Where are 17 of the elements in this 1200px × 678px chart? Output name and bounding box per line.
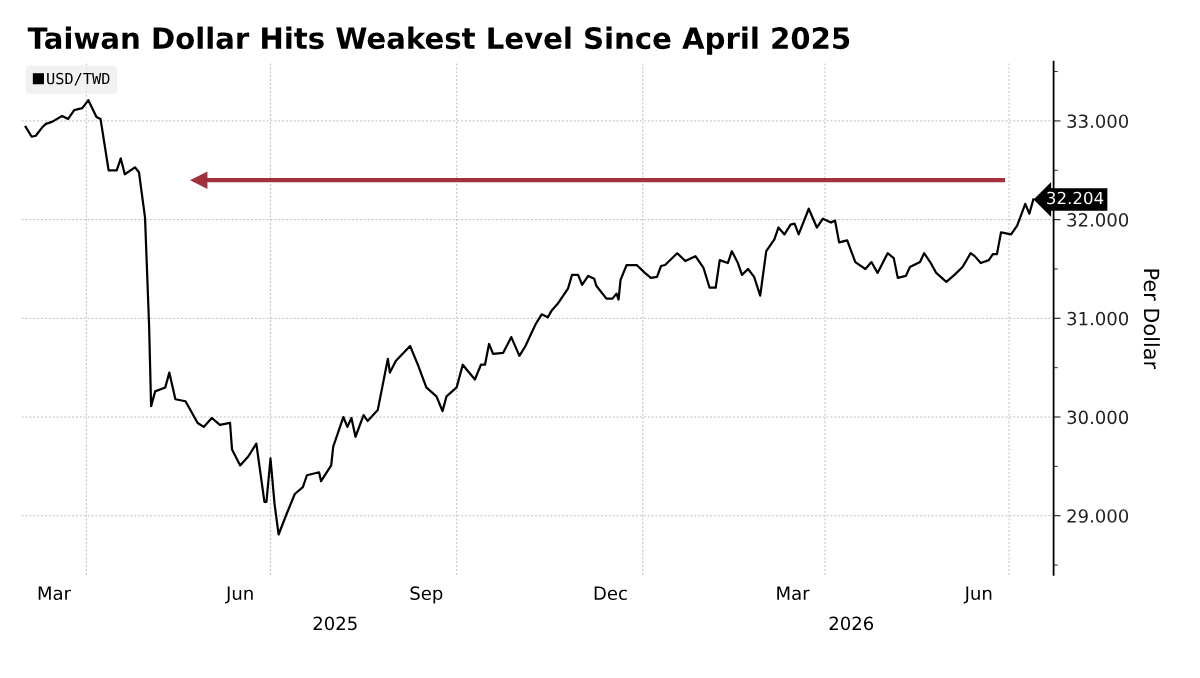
legend-label: USD/TWD [47,72,110,86]
y-tick-label: 31.000 [1067,311,1129,326]
x-tick-label: Mar [777,586,810,601]
y-axis-title: Per Dollar [1143,269,1160,370]
x-tick-label: Jun [963,586,992,604]
x-tick-label: Mar [38,586,72,601]
y-tick-label: 29.000 [1067,509,1129,523]
x-tick-label: Sep [410,586,443,604]
x-tick-label: Dec [594,586,627,601]
x2-tick-label: 2026 [829,616,874,631]
y-tick-label: 32.000 [1067,213,1129,227]
x-tick-label: Jun [225,586,253,604]
y-tick-label: 30.000 [1067,410,1129,425]
chart-title: Taiwan Dollar Hits Weakest Level Since April 2025 [27,26,850,55]
y-tick-label: 33.000 [1067,114,1129,129]
data-label: 32.204 [1047,191,1104,205]
x2-tick-label: 2025 [313,616,357,631]
